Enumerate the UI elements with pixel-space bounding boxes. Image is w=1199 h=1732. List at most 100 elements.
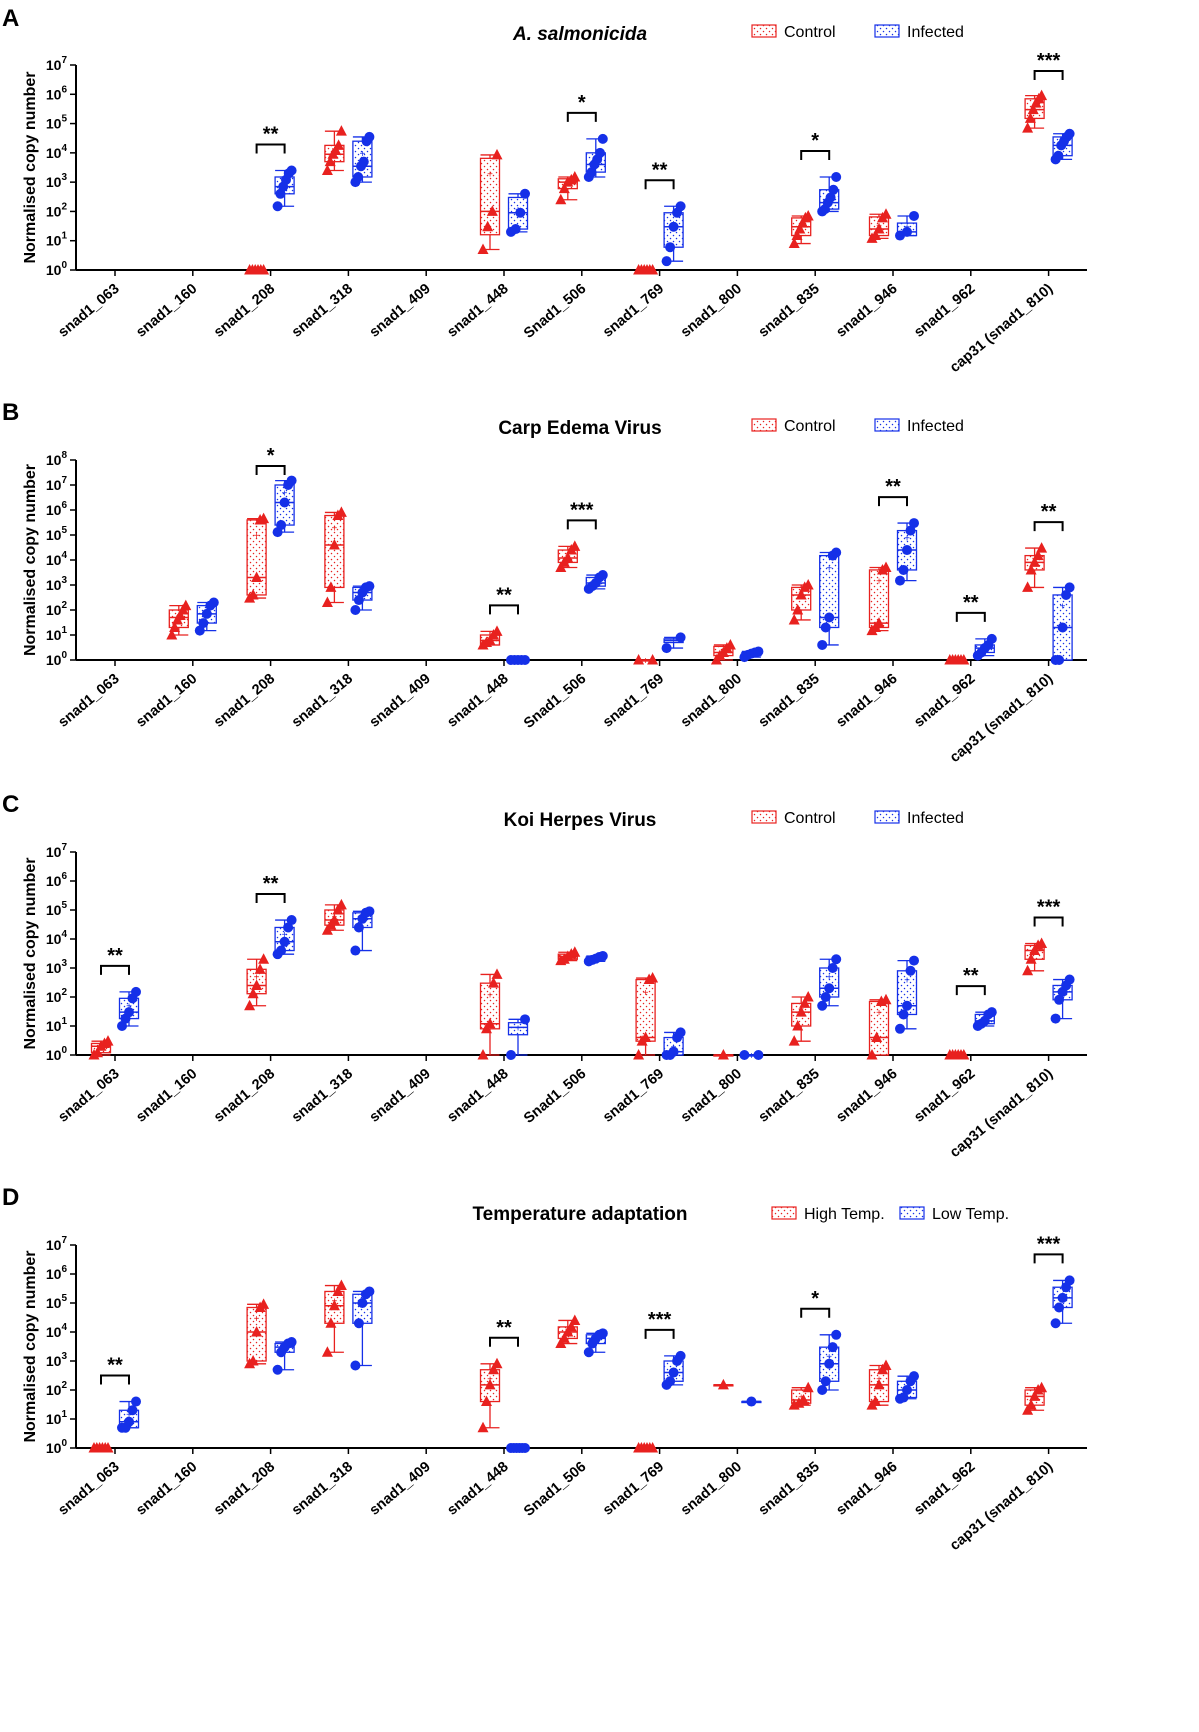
point-control-snad1-800	[717, 1049, 729, 1060]
point-infected-snad1-160	[208, 597, 219, 608]
mean-marker-infected-snad1-769: +	[671, 637, 677, 648]
point-high-temp-snad1-946	[880, 1359, 892, 1370]
point-control-snad1-946	[880, 561, 892, 573]
point-control-snad1-208	[247, 987, 259, 999]
x-tick-label-snad1-962: snad1_962	[911, 671, 978, 731]
significance-label: *	[811, 1288, 819, 1310]
point-high-temp-snad1-835	[798, 1394, 810, 1405]
point-control-snad1-318	[328, 914, 340, 925]
point-low-temp-snad1-946	[898, 1392, 909, 1403]
y-tick-label: 100	[46, 650, 68, 668]
y-axis-label: Normalised copy number	[22, 464, 39, 656]
point-control-snad1-769	[633, 654, 645, 665]
point-control-snad1-208	[247, 588, 259, 600]
significance-bracket	[1033, 916, 1064, 927]
point-high-temp-cap31-snad1-810	[1036, 1381, 1048, 1393]
point-control-cap31-snad1-810	[1025, 563, 1037, 575]
y-axis-label: Normalised copy number	[22, 1250, 39, 1442]
point-high-temp-snad1-506	[565, 1320, 577, 1332]
point-infected-snad1-208	[286, 475, 297, 486]
point-infected-snad1-318	[358, 156, 369, 167]
point-control-snad1-318	[335, 506, 347, 517]
point-low-temp-snad1-318	[353, 1318, 364, 1329]
mean-marker-control-snad1-448: +	[487, 991, 493, 1002]
y-axis-label: Normalised copy number	[22, 857, 39, 1049]
point-control-snad1-208	[254, 963, 266, 974]
point-control-snad1-835	[788, 1035, 800, 1046]
significance-label: **	[263, 123, 279, 145]
point-control-snad1-835	[791, 229, 803, 241]
point-control-snad1-835	[792, 604, 804, 615]
legend-label-control: Control	[784, 418, 836, 435]
significance-bracket	[100, 964, 130, 975]
y-tick-label: 102	[46, 987, 68, 1005]
point-control-snad1-318	[321, 596, 333, 607]
point-infected-cap31-snad1-810	[1061, 589, 1072, 600]
significance-snad1-769: ***	[644, 1309, 675, 1339]
point-infected-snad1-769	[665, 242, 676, 253]
mean-marker-infected-snad1-946: +	[904, 533, 910, 544]
chart-title: Koi Herpes Virus	[504, 810, 657, 831]
point-high-temp-snad1-946	[870, 1395, 881, 1407]
point-control-cap31-snad1-810	[1022, 122, 1034, 133]
point-low-temp-snad1-835	[817, 1385, 828, 1395]
significance-label: **	[496, 584, 512, 606]
significance-label: ***	[648, 1309, 672, 1331]
significance-label: **	[263, 873, 279, 895]
y-tick-label: 106	[46, 500, 68, 518]
y-tick-label: 103	[46, 575, 68, 593]
point-high-temp-snad1-208	[258, 1298, 270, 1309]
point-infected-snad1-318	[353, 922, 364, 933]
point-infected-snad1-208	[283, 922, 294, 933]
point-infected-snad1-835	[817, 639, 828, 650]
point-control-snad1-835	[794, 223, 806, 234]
point-infected-snad1-506	[595, 147, 605, 158]
point-infected-snad1-946	[895, 1023, 905, 1034]
x-tick-label-snad1-409: snad1_409	[367, 1066, 434, 1126]
panel-label: A	[2, 5, 19, 32]
point-infected-snad1-448	[520, 188, 530, 199]
mean-marker-high-temp-snad1-208: +	[254, 1314, 260, 1325]
mean-marker-control-snad1-769: +	[643, 988, 649, 999]
y-tick-label: 100	[46, 260, 68, 278]
point-control-cap31-snad1-810	[1022, 581, 1034, 592]
point-infected-snad1-506	[597, 570, 608, 581]
x-tick-label-snad1-208: snad1_208	[211, 281, 278, 341]
legend-label-infected: Infected	[907, 418, 964, 435]
point-infected-snad1-208	[272, 201, 283, 212]
point-infected-snad1-208	[279, 936, 290, 947]
legend-label-control: Control	[784, 24, 836, 41]
point-infected-snad1-800	[753, 646, 764, 657]
point-control-snad1-318	[335, 898, 347, 910]
mean-marker-infected-snad1-946: +	[904, 976, 910, 987]
x-tick-label-snad1-448: snad1_448	[444, 281, 511, 341]
y-tick-label: 103	[46, 172, 68, 190]
point-infected-cap31-snad1-810	[1054, 655, 1065, 665]
point-control-snad1-448	[477, 1049, 489, 1060]
point-control-snad1-946	[873, 223, 885, 234]
point-infected-snad1-769	[661, 643, 672, 654]
point-infected-snad1-506	[597, 133, 608, 144]
point-control-snad1-769	[647, 264, 659, 275]
point-infected-snad1-160	[198, 618, 209, 629]
point-control-cap31-snad1-810	[1027, 103, 1039, 115]
point-low-temp-snad1-835	[831, 1329, 842, 1340]
significance-label: *	[578, 92, 586, 114]
point-control-snad1-506	[555, 193, 567, 205]
point-control-snad1-506	[569, 946, 581, 957]
point-control-snad1-208	[258, 953, 270, 964]
point-control-snad1-208	[251, 979, 263, 990]
x-tick-label-snad1-318: snad1_318	[289, 1066, 356, 1126]
point-infected-snad1-946	[905, 525, 916, 536]
y-tick-label: 104	[46, 1322, 68, 1340]
point-infected-snad1-946	[909, 518, 919, 529]
significance-snad1-208: *	[255, 445, 286, 475]
point-infected-snad1-448	[515, 207, 526, 218]
mean-marker-infected-snad1-208: +	[282, 489, 288, 500]
significance-bracket	[955, 611, 986, 622]
y-tick-label: 100	[46, 1438, 68, 1456]
point-infected-snad1-835	[824, 983, 835, 994]
mean-marker-infected-snad1-800: +	[748, 1051, 754, 1062]
x-tick-label-snad1-160: snad1_160	[133, 281, 200, 341]
point-low-temp-snad1-208	[272, 1364, 283, 1375]
